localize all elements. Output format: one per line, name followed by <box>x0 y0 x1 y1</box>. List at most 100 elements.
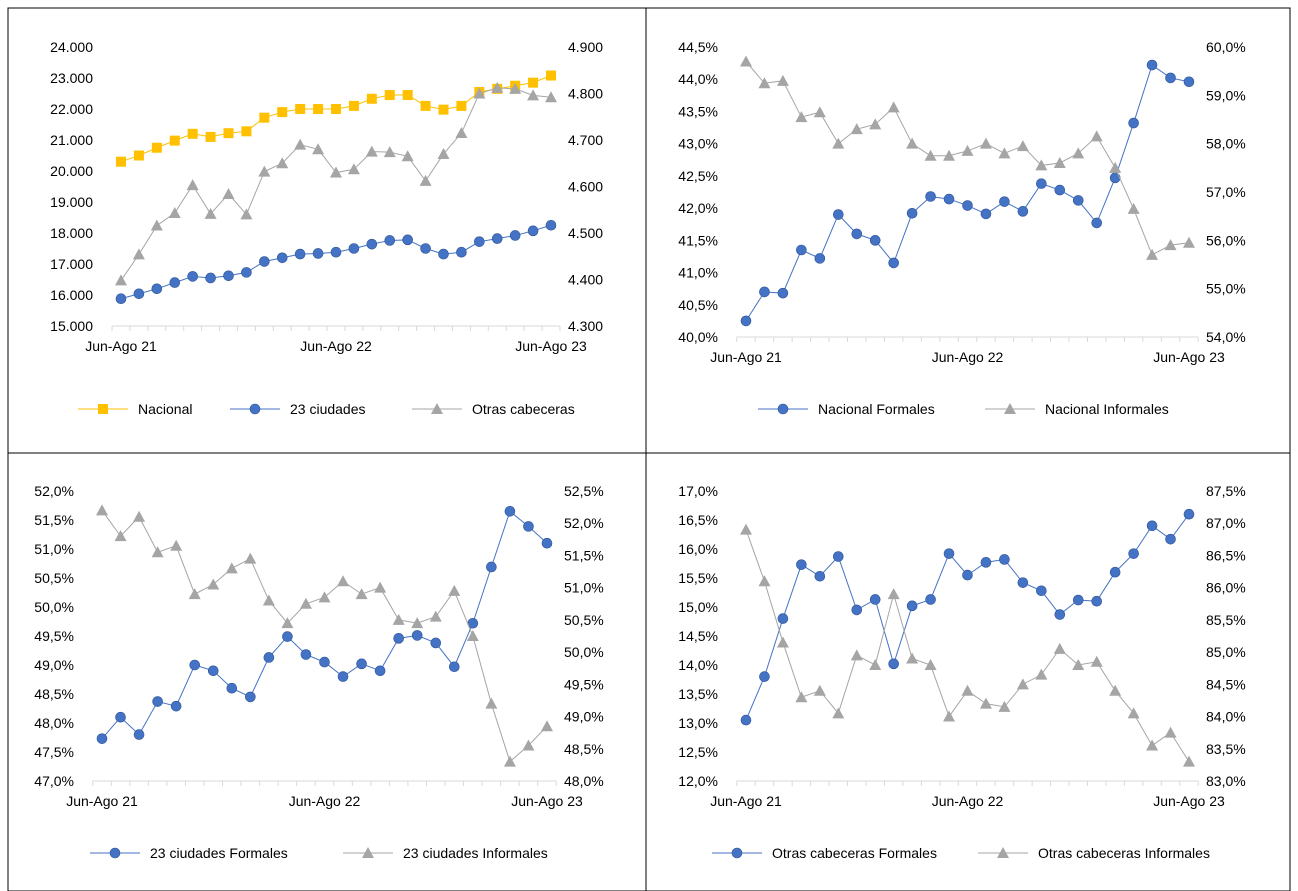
data-point <box>374 665 386 677</box>
data-point <box>438 104 449 115</box>
data-point <box>150 219 163 231</box>
data-point <box>331 104 341 114</box>
data-point <box>281 617 294 629</box>
y-right-tick-label: 87,0% <box>1206 515 1246 531</box>
data-point <box>523 521 534 532</box>
data-point <box>188 588 201 600</box>
data-point <box>998 147 1011 159</box>
data-point <box>294 138 307 150</box>
data-point <box>429 610 442 622</box>
data-point <box>504 505 516 517</box>
y-left-tick-label: 50,5% <box>34 570 74 586</box>
y-left-tick-label: 23.000 <box>50 70 93 86</box>
data-point <box>466 630 479 641</box>
y-right-tick-label: 87,5% <box>1206 483 1246 499</box>
y-right-tick-label: 52,5% <box>564 483 604 499</box>
y-right-tick-label: 4.400 <box>568 272 603 288</box>
data-point <box>393 633 404 644</box>
data-point <box>980 557 992 568</box>
y-left-tick-label: 24.000 <box>50 39 93 55</box>
legend-label: Nacional Formales <box>818 401 935 417</box>
x-tick-label: Jun-Ago 21 <box>66 793 138 809</box>
data-point <box>401 150 414 162</box>
y-right-tick-label: 85,5% <box>1206 612 1246 628</box>
data-point <box>383 146 396 158</box>
data-point <box>473 87 486 99</box>
data-point <box>205 272 216 284</box>
data-point <box>1165 533 1176 545</box>
data-point <box>943 710 956 722</box>
y-right-tick-label: 86,5% <box>1206 547 1246 563</box>
y-right-tick-label: 4.800 <box>568 86 603 102</box>
data-point <box>330 166 342 178</box>
data-point <box>259 112 270 123</box>
data-point <box>169 135 180 146</box>
data-point <box>189 659 201 671</box>
data-point <box>1183 76 1195 88</box>
y-left-tick-label: 15,5% <box>678 570 718 586</box>
y-left-tick-label: 52,0% <box>34 483 74 499</box>
data-point <box>223 128 234 139</box>
series-23-ciudades-informales <box>96 504 553 767</box>
data-point <box>1183 755 1195 767</box>
y-right-tick-label: 50,0% <box>564 644 604 660</box>
legend-marker <box>997 847 1009 858</box>
chart-panel-2: 40,0% 40,5% 41,0% 41,5% 42,0% 42,5% 43,0% 43,5%… <box>678 39 1245 417</box>
y-left-tick-label: 15.000 <box>50 318 93 334</box>
series-line <box>101 510 548 739</box>
data-point <box>151 283 163 295</box>
y-left-tick-label: 15,0% <box>678 599 718 615</box>
data-point <box>263 652 275 663</box>
data-point <box>528 77 539 88</box>
data-point <box>437 147 450 159</box>
data-point <box>906 652 919 664</box>
y-right-tick-label: 60,0% <box>1206 39 1246 55</box>
data-point <box>1146 739 1159 751</box>
data-point <box>888 257 899 269</box>
data-point <box>1090 130 1103 142</box>
legend-marker <box>1004 403 1016 414</box>
data-point <box>347 163 360 175</box>
x-tick-label: Jun-Ago 23 <box>515 338 587 354</box>
data-point <box>420 100 431 111</box>
data-point <box>925 191 936 202</box>
data-point <box>455 127 468 139</box>
data-point <box>759 286 770 298</box>
data-point <box>491 233 503 244</box>
data-point <box>943 149 956 161</box>
y-left-tick-label: 51,0% <box>34 541 74 557</box>
data-point <box>319 656 330 668</box>
data-point <box>133 510 146 522</box>
data-point <box>887 101 900 113</box>
series-line <box>120 224 552 300</box>
y-left-tick-label: 19.000 <box>50 194 93 210</box>
data-point <box>355 588 368 600</box>
data-point <box>887 588 900 600</box>
data-point <box>776 636 789 648</box>
data-point <box>1072 147 1085 159</box>
data-point <box>1054 184 1066 196</box>
data-point <box>187 271 198 282</box>
data-point <box>241 267 252 278</box>
data-point <box>392 613 405 625</box>
y-left-tick-label: 13,5% <box>678 686 718 702</box>
legend-label: 23 ciudades <box>290 401 366 417</box>
data-point <box>796 559 807 570</box>
data-point <box>222 187 235 199</box>
data-point <box>207 665 219 677</box>
y-right-tick-label: 54,0% <box>1206 329 1246 345</box>
data-point <box>906 207 918 219</box>
x-tick-label: Jun-Ago 23 <box>1153 349 1225 365</box>
x-tick-label: Jun-Ago 22 <box>300 338 372 354</box>
data-point <box>1090 655 1103 667</box>
y-left-tick-label: 14,0% <box>678 657 718 673</box>
data-point <box>313 104 324 114</box>
series-23-ciudades <box>115 219 557 305</box>
data-point <box>96 733 108 744</box>
data-point <box>814 253 826 264</box>
data-point <box>962 200 973 211</box>
y-left-tick-label: 41,0% <box>678 265 718 281</box>
legend-label: 23 ciudades Formales <box>150 845 288 861</box>
y-left-tick-label: 16,5% <box>678 512 718 528</box>
data-point <box>132 248 145 260</box>
